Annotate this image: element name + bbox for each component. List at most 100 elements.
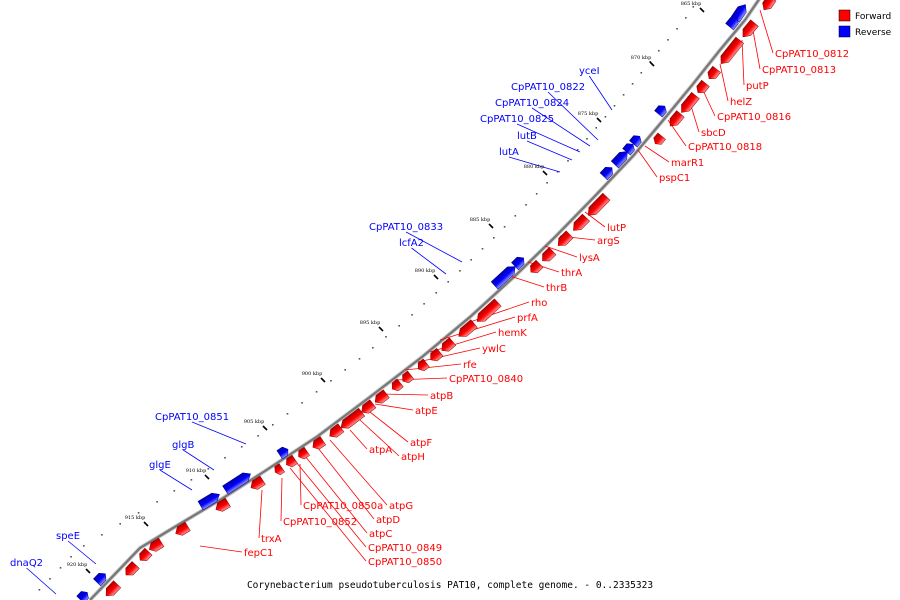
leader-line bbox=[417, 347, 481, 363]
gene-label-atpd: atpD bbox=[376, 515, 400, 526]
gene-label-luta: lutA bbox=[499, 147, 519, 158]
leader-line bbox=[304, 455, 368, 534]
leader-line bbox=[369, 411, 409, 443]
leader-line bbox=[405, 231, 463, 263]
scale-dot bbox=[604, 116, 607, 118]
scale-dot bbox=[503, 226, 506, 228]
gene-label-lcfa2: lcfA2 bbox=[399, 238, 424, 249]
gene-label-cppat10-0850: CpPAT10_0850 bbox=[368, 557, 442, 568]
scale-dot bbox=[173, 490, 176, 492]
scale-dot bbox=[240, 446, 243, 448]
gene-label-args: argS bbox=[597, 236, 620, 247]
scale-dot bbox=[398, 325, 400, 327]
scale-dot bbox=[423, 303, 425, 305]
gene-label-cppat10-0812: CpPAT10_0812 bbox=[775, 49, 849, 60]
scale-dot bbox=[315, 391, 318, 393]
kbp-tick bbox=[320, 377, 326, 383]
scale-dot bbox=[70, 556, 72, 558]
forward-gene-arrow bbox=[707, 65, 721, 79]
scale-dot bbox=[190, 479, 193, 481]
gene-label-cppat10-0816: CpPAT10_0816 bbox=[717, 112, 791, 123]
gene-label-cppat10-0850a: CpPAT10_0850a bbox=[303, 501, 383, 512]
kbp-scale: 865 kbp 870 kbp 875 kbp 880 kbp 885 kbp 890 k… bbox=[67, 1, 705, 574]
gene-label-dnaq2: dnaQ2 bbox=[10, 558, 43, 569]
reverse-gene-arrow bbox=[654, 105, 667, 118]
scale-dot bbox=[535, 193, 538, 195]
leader-line bbox=[719, 63, 729, 102]
forward-gene-arrow bbox=[417, 358, 430, 372]
forward-gene-arrow bbox=[458, 319, 478, 337]
forward-gene-arrow bbox=[105, 580, 122, 597]
scale-dot bbox=[119, 523, 121, 525]
reverse-gene-arrow bbox=[599, 166, 613, 181]
forward-gene-arrow bbox=[742, 19, 759, 38]
scale-dot bbox=[156, 501, 158, 503]
gene-label-atpe: atpE bbox=[415, 406, 438, 417]
kbp-mark-895-kbp: 895 kbp bbox=[360, 320, 381, 326]
scale-dot bbox=[586, 138, 588, 140]
gene-label-cppat10-0824: CpPAT10_0824 bbox=[495, 98, 569, 109]
forward-gene-arrow bbox=[139, 547, 153, 562]
gene-label-cppat10-0851: CpPAT10_0851 bbox=[155, 412, 229, 423]
scale-dot bbox=[38, 589, 41, 591]
gene-label-atpf: atpF bbox=[410, 438, 432, 449]
leader-line bbox=[191, 421, 247, 445]
forward-gene-arrow bbox=[669, 110, 685, 127]
gene-label-glgb: glgB bbox=[172, 440, 194, 451]
gene-label-ycei: yceI bbox=[579, 66, 600, 77]
scale-dot bbox=[286, 413, 289, 415]
kbp-mark-870-kbp: 870 kbp bbox=[631, 55, 652, 61]
leader-line bbox=[374, 403, 414, 411]
scale-dot bbox=[207, 468, 210, 470]
kbp-mark-880-kbp: 880 kbp bbox=[524, 164, 545, 170]
kbp-tick bbox=[488, 223, 494, 229]
kbp-mark-865-kbp: 865 kbp bbox=[681, 1, 702, 7]
reverse-gene-arrow bbox=[197, 492, 220, 511]
gene-label-cppat10-0818: CpPAT10_0818 bbox=[688, 142, 762, 153]
kbp-tick bbox=[596, 117, 602, 123]
gene-label-spee: speE bbox=[56, 531, 80, 542]
leader-line bbox=[280, 477, 283, 522]
scale-dot bbox=[257, 435, 259, 437]
reverse-gene-arrow bbox=[222, 472, 251, 495]
leader-line bbox=[637, 149, 658, 178]
gene-label-prfa: prfA bbox=[517, 313, 538, 324]
kbp-tick bbox=[262, 425, 268, 431]
gene-label-glge: glgE bbox=[149, 460, 171, 471]
forward-gene-arrow bbox=[274, 463, 285, 476]
gene-label-atpb: atpB bbox=[430, 391, 453, 402]
leader-line bbox=[508, 156, 561, 173]
scale-dot bbox=[481, 248, 484, 250]
scale-dot bbox=[493, 237, 495, 239]
legend-forward-swatch bbox=[838, 9, 851, 22]
scale-dot bbox=[676, 28, 678, 30]
forward-gene-arrow bbox=[557, 230, 574, 246]
scale-dot bbox=[556, 171, 559, 173]
kbp-tick bbox=[204, 474, 210, 480]
gene-label-helz: helZ bbox=[730, 97, 752, 108]
forward-gene-arrow bbox=[441, 337, 457, 352]
gene-label-ywlc: ywlC bbox=[482, 344, 506, 355]
scale-dot bbox=[59, 567, 62, 569]
label-leader-lines bbox=[26, 9, 774, 595]
scale-dot bbox=[447, 281, 449, 283]
forward-gene-arrow bbox=[476, 298, 502, 322]
kbp-tick bbox=[143, 521, 149, 527]
kbp-tick bbox=[699, 7, 705, 13]
forward-gene-arrow bbox=[286, 454, 298, 468]
leader-line bbox=[258, 489, 263, 539]
map-caption: Corynebacterium pseudotuberculosis PAT10… bbox=[247, 580, 653, 591]
leader-line bbox=[349, 429, 368, 450]
forward-gene-arrow bbox=[340, 407, 366, 429]
reverse-gene-arrow bbox=[629, 135, 642, 148]
scale-dot bbox=[459, 270, 461, 272]
leader-line bbox=[439, 316, 516, 341]
reverse-gene-arrow bbox=[622, 143, 635, 156]
gene-label-hemk: hemK bbox=[498, 328, 527, 339]
scale-dot bbox=[622, 94, 625, 96]
scale-dot bbox=[330, 380, 332, 382]
backbone-line bbox=[89, 0, 760, 600]
leader-line bbox=[199, 545, 243, 553]
leader-line bbox=[379, 393, 429, 396]
forward-gene-arrow bbox=[374, 389, 390, 404]
